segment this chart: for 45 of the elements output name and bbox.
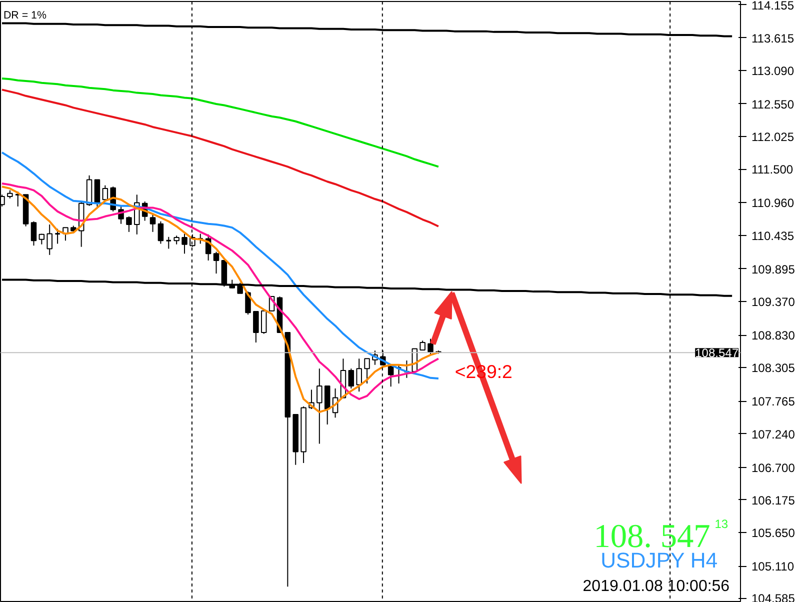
y-tick-label: 111.500 — [752, 162, 794, 177]
candlestick — [253, 310, 259, 343]
y-tick-label: 109.370 — [752, 295, 796, 309]
candlestick — [356, 358, 362, 392]
candlestick — [213, 251, 220, 274]
y-tick-label: 110.435 — [752, 228, 794, 243]
candlestick — [237, 282, 243, 294]
y-tick-label: 112.550 — [752, 97, 794, 112]
candlestick — [30, 220, 37, 246]
y-tick-label: 107.240 — [752, 427, 796, 442]
y-tick-label: 114.155 — [752, 0, 794, 12]
candlestick — [46, 224, 52, 256]
annotation: 2019.01.08 10:00:56 — [582, 578, 730, 595]
y-tick-label: 107.765 — [752, 394, 796, 409]
y-tick-label: 106.700 — [752, 460, 796, 475]
y-tick-label: 105.650 — [752, 526, 796, 540]
y-tick-label: 110.960 — [752, 196, 794, 210]
annotation: DR = 1% — [3, 10, 47, 22]
candlestick — [54, 228, 61, 244]
candlestick — [316, 368, 322, 444]
candlestick — [166, 236, 172, 250]
annotation: 13 — [714, 517, 728, 531]
candlestick — [348, 368, 354, 389]
y-tick-label: 113.615 — [752, 31, 794, 46]
line-series — [0, 88, 440, 228]
ref-line-label: 108.547 — [695, 346, 739, 360]
annotation: USDJPY H4 — [600, 548, 718, 572]
candlestick — [150, 214, 156, 232]
candlestick — [158, 220, 164, 244]
y-tick-label: 109.895 — [752, 262, 796, 276]
candlestick — [324, 385, 330, 425]
candlestick — [182, 233, 188, 254]
y-tick-label: 113.090 — [752, 64, 794, 78]
candlestick — [126, 216, 132, 232]
candlestick — [260, 310, 267, 334]
y-tick-label: 105.110 — [752, 560, 794, 574]
line-series — [0, 151, 440, 380]
candlestick — [428, 338, 434, 356]
y-tick-label: 106.175 — [752, 493, 796, 508]
candlestick — [364, 358, 370, 384]
y-tick-label: 112.025 — [752, 130, 794, 144]
candlestick — [420, 340, 426, 350]
y-tick-label: 108.305 — [752, 361, 796, 376]
y-tick-label: 108.830 — [752, 328, 796, 343]
line-series — [0, 78, 440, 168]
